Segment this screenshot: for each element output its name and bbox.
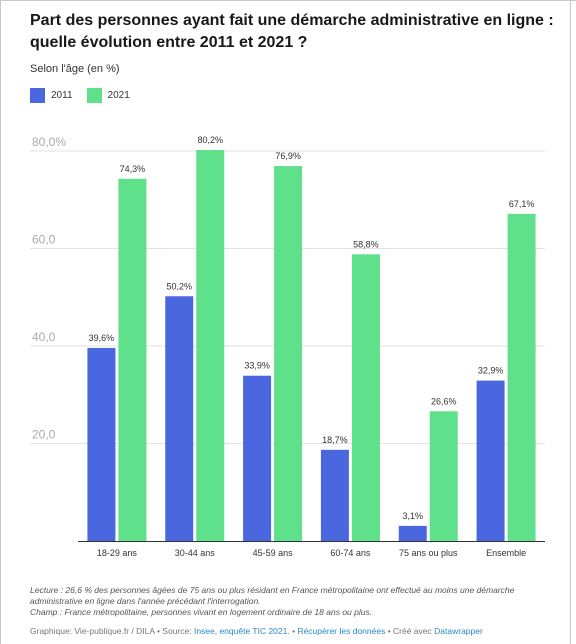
y-tick-label: 40,0 — [32, 330, 56, 344]
bar-2021 — [118, 178, 147, 541]
chart-title: Part des personnes ayant fait une démarc… — [30, 12, 554, 51]
data-label: 67,1% — [509, 199, 535, 209]
legend-swatch-2021 — [86, 88, 102, 103]
data-label: 33,9% — [244, 361, 270, 371]
frame-top-border — [0, 0, 576, 1]
legend-item-2021: 2021 — [86, 88, 130, 103]
data-label: 74,3% — [120, 164, 146, 174]
x-tick-label: Ensemble — [486, 548, 526, 558]
y-tick-label: 20,0 — [32, 427, 56, 441]
data-label: 80,2% — [197, 135, 223, 145]
bar-2021 — [507, 213, 536, 541]
chart-subtitle: Selon l'âge (en %) — [30, 63, 120, 75]
data-label: 76,9% — [275, 151, 301, 161]
bar-2021 — [429, 411, 458, 541]
bar-2011 — [398, 525, 427, 541]
bar-2021 — [274, 166, 303, 541]
x-tick-label: 18-29 ans — [97, 548, 138, 558]
data-label: 3,1% — [402, 511, 423, 521]
data-label: 50,2% — [166, 281, 192, 291]
data-label: 18,7% — [322, 435, 348, 445]
credit-prefix: Graphique: Vie-publique.fr / DILA • Sour… — [30, 626, 194, 636]
bar-2011 — [320, 449, 349, 541]
footer-champ: Champ : France métropolitaine, personnes… — [30, 607, 373, 617]
data-label: 32,9% — [478, 366, 504, 376]
bar-2011 — [87, 347, 116, 541]
y-tick-label: 80,0% — [32, 135, 66, 149]
datawrapper-link[interactable]: Datawrapper — [434, 626, 483, 636]
bar-chart: 20,0 40,0 60,0 80,0% 39,6% 74,3% 18-29 ans 50,2… — [30, 135, 545, 558]
x-tick-label: 30-44 ans — [175, 548, 216, 558]
legend-item-2011: 2011 — [30, 88, 73, 103]
credit-separator: • — [289, 626, 298, 636]
legend-label-2011: 2011 — [51, 90, 73, 101]
frame-left-border — [0, 0, 1, 644]
bar-2011 — [165, 296, 194, 541]
download-data-link[interactable]: Récupérer les données — [297, 626, 386, 636]
source-link[interactable]: Insee, enquête TIC 2021. — [193, 626, 290, 636]
bar-2011 — [243, 375, 272, 541]
y-tick-label: 60,0 — [32, 232, 56, 246]
data-label: 58,8% — [353, 239, 379, 249]
legend-swatch-2011 — [30, 88, 45, 103]
bar-2011 — [476, 380, 505, 541]
bar-2021 — [196, 150, 225, 541]
frame-right-border — [570, 0, 571, 644]
bar-2021 — [351, 254, 380, 541]
legend-label-2021: 2021 — [107, 90, 130, 101]
x-tick-label: 45-59 ans — [253, 548, 294, 558]
footer-credits: Graphique: Vie-publique.fr / DILA • Sour… — [30, 626, 483, 636]
credit-separator-2: • Créé avec — [385, 626, 435, 636]
data-label: 39,6% — [89, 333, 115, 343]
x-tick-label: 60-74 ans — [330, 548, 371, 558]
legend: 2011 2021 — [30, 88, 130, 103]
x-tick-label: 75 ans ou plus — [399, 548, 458, 558]
data-label: 26,6% — [431, 396, 457, 406]
footer-lecture: Lecture : 26,6 % des personnes âgées de … — [30, 585, 515, 606]
footer-notes: Lecture : 26,6 % des personnes âgées de … — [30, 585, 560, 618]
